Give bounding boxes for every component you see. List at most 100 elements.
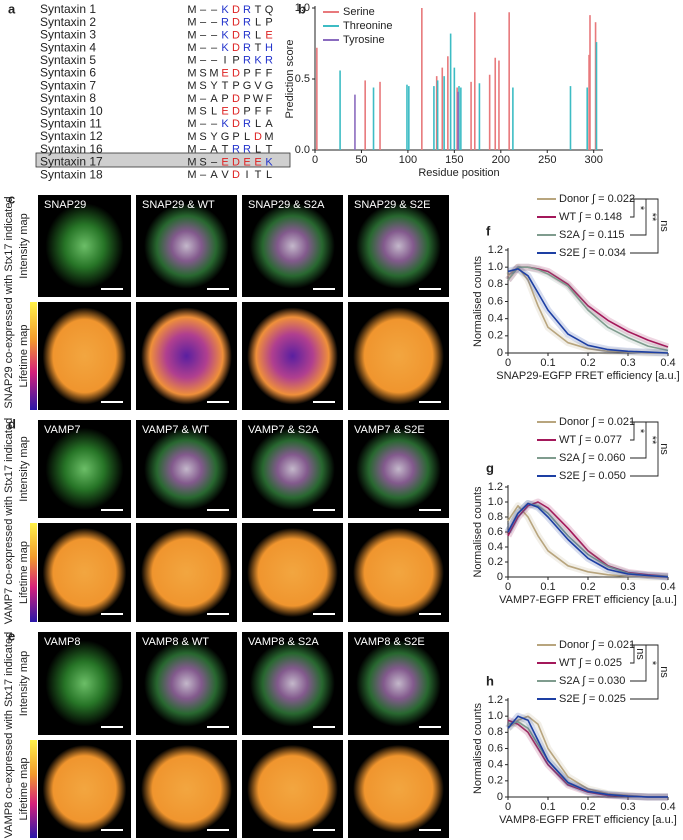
x-tick-label: 0.2 <box>580 581 595 593</box>
y-tick-label: 0.8 <box>488 726 503 738</box>
significance-label: ns <box>658 666 670 678</box>
cell-signal <box>356 640 441 727</box>
residue: Y <box>210 80 218 92</box>
residue: E <box>265 29 272 41</box>
panel-letter: h <box>486 673 494 688</box>
residue: D <box>232 17 240 29</box>
residue: R <box>265 55 273 67</box>
x-tick-label: 0.2 <box>580 357 595 369</box>
panel-letter: f <box>486 223 491 238</box>
cell-lifetime <box>247 744 338 834</box>
x-tick-label: 0.3 <box>620 581 635 593</box>
cell-lifetime <box>353 744 444 834</box>
legend-label: Donor ∫ = 0.021 <box>559 416 635 428</box>
image-title: SNAP29 & S2A <box>248 199 325 211</box>
x-tick-label: 0.1 <box>540 357 555 369</box>
residue: P <box>221 93 228 105</box>
residue: D <box>232 67 240 79</box>
side-label: VAMP8 co-expressed with Stx17 indicated <box>3 632 15 838</box>
protein-name: Syntaxin 5 <box>40 53 96 67</box>
residue: – <box>200 93 207 105</box>
residue: E <box>254 156 261 168</box>
cell-signal <box>356 203 441 289</box>
residue: G <box>221 131 230 143</box>
residue: P <box>232 55 239 67</box>
residue: T <box>255 169 262 181</box>
residue: K <box>221 42 229 54</box>
residue: P <box>232 80 239 92</box>
residue: V <box>254 80 262 92</box>
x-axis-label: SNAP29-EGFP FRET efficiency [a.u.] <box>496 370 679 382</box>
series-band <box>504 498 669 580</box>
x-tick-label: 0.3 <box>620 801 635 813</box>
residue: T <box>222 144 229 156</box>
y-tick-label: 0.4 <box>488 313 503 325</box>
protein-name: Syntaxin 7 <box>40 78 96 92</box>
x-tick-label: 300 <box>585 154 603 166</box>
residue: M <box>187 55 196 67</box>
residue: M <box>187 4 196 16</box>
y-tick-label: 0.2 <box>488 775 503 787</box>
protein-name: Syntaxin 6 <box>40 66 96 80</box>
residue: S <box>199 106 206 118</box>
y-tick-label: 0.5 <box>295 73 310 85</box>
residue: Y <box>210 131 218 143</box>
y-tick-label: 0.6 <box>488 526 503 538</box>
residue: K <box>265 156 273 168</box>
residue: D <box>232 118 240 130</box>
colorbar <box>30 740 37 838</box>
protein-name: Syntaxin 10 <box>40 104 103 118</box>
significance-label: * <box>634 429 646 434</box>
significance-label: ns <box>658 443 670 455</box>
residue: D <box>232 169 240 181</box>
panel-letter: a <box>8 1 16 16</box>
residue: S <box>199 67 206 79</box>
residue: – <box>211 118 218 130</box>
panel-letter: d <box>8 416 16 431</box>
y-axis-label: Normalised counts <box>472 702 484 794</box>
y-tick-label: 0.4 <box>488 541 503 553</box>
residue: D <box>232 106 240 118</box>
series-band <box>504 500 669 581</box>
legend-label: S2A ∫ = 0.115 <box>559 229 625 241</box>
significance-label: * <box>646 661 658 666</box>
x-tick-label: 0 <box>505 801 511 813</box>
colorbar <box>30 523 37 622</box>
residue: M <box>187 80 196 92</box>
residue: M <box>187 67 196 79</box>
residue: M <box>187 118 196 130</box>
panel-letter: b <box>298 1 306 16</box>
residue: D <box>232 4 240 16</box>
residue: R <box>243 4 251 16</box>
y-axis-label: Prediction score <box>284 40 296 119</box>
cell-lifetime <box>42 744 127 834</box>
residue: P <box>243 67 250 79</box>
side-label: SNAP29 co-expressed with Stx17 indicated <box>3 196 15 408</box>
row-label: Intensity map <box>18 213 30 278</box>
residue: D <box>232 42 240 54</box>
residue: M <box>187 156 196 168</box>
y-tick-label: 1.0 <box>488 261 503 273</box>
residue: – <box>211 17 218 29</box>
cell-lifetime <box>141 744 232 834</box>
residue: P <box>243 93 250 105</box>
protein-name: Syntaxin 1 <box>40 2 96 16</box>
residue: A <box>210 169 218 181</box>
residue: – <box>211 42 218 54</box>
y-axis-label: Normalised counts <box>472 255 484 347</box>
residue: F <box>266 93 273 105</box>
y-tick-label: 1.2 <box>488 694 503 706</box>
cell-lifetime <box>141 527 232 618</box>
y-tick-label: 1.0 <box>488 710 503 722</box>
residue: E <box>221 156 228 168</box>
residue: – <box>200 55 207 67</box>
residue: G <box>265 80 274 92</box>
residue: – <box>200 29 207 41</box>
y-axis-label: Normalised counts <box>472 486 484 578</box>
y-tick-label: 0.2 <box>488 330 503 342</box>
legend-label: S2E ∫ = 0.034 <box>559 247 626 259</box>
residue: L <box>255 29 261 41</box>
x-tick-label: 100 <box>399 154 417 166</box>
residue: M <box>187 131 196 143</box>
x-tick-label: 200 <box>492 154 510 166</box>
